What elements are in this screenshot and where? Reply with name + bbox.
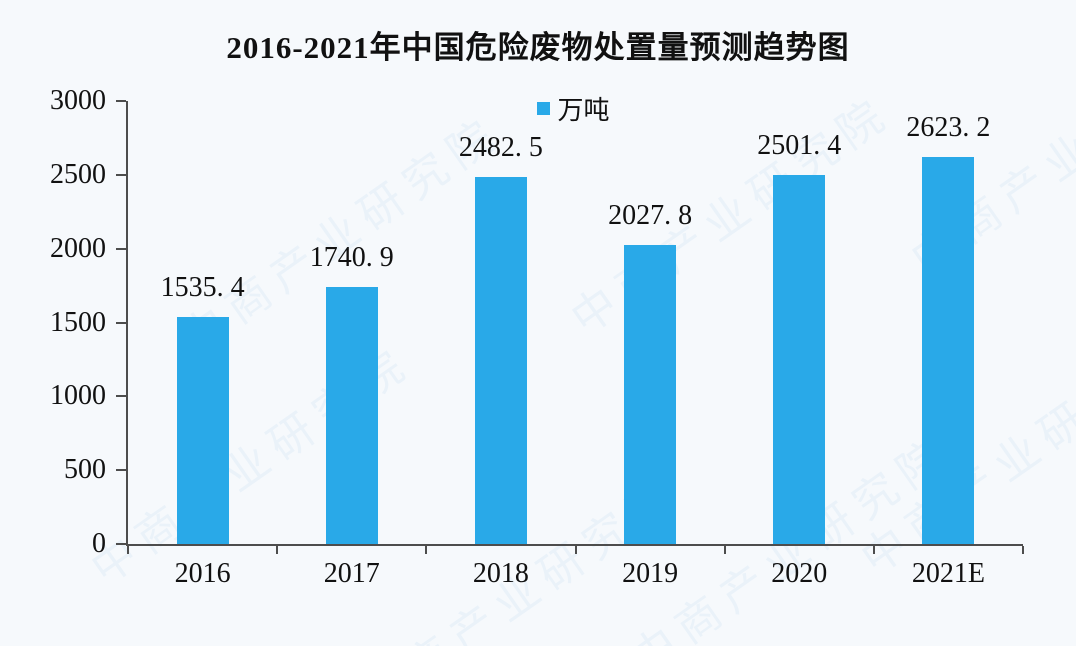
x-tick-mark <box>723 546 726 554</box>
x-tick-mark <box>574 546 577 554</box>
y-tick-label: 2500 <box>50 158 106 190</box>
y-tick-label: 500 <box>64 454 106 486</box>
legend-swatch-icon <box>537 102 551 115</box>
y-tick-mark <box>116 543 126 545</box>
x-category-label: 2021E <box>911 558 985 589</box>
y-tick-mark <box>116 395 126 398</box>
x-tick-mark <box>872 546 875 554</box>
x-category-label: 2020 <box>771 558 828 589</box>
y-tick-mark <box>116 321 126 324</box>
x-tick-mark <box>276 546 279 554</box>
bar-value-label: 1535. 4 <box>160 272 245 303</box>
bar-value-label: 2501. 4 <box>757 130 842 161</box>
bar-value-label: 2027. 8 <box>608 200 693 231</box>
x-tick-mark <box>425 546 428 554</box>
bar-2020 <box>773 175 826 544</box>
y-tick-label: 3000 <box>50 85 106 116</box>
bar-2021E <box>922 157 975 544</box>
y-tick-label: 0 <box>92 528 106 559</box>
y-tick-mark <box>116 469 126 472</box>
bar-value-label: 1740. 9 <box>309 242 394 273</box>
legend: 万吨 <box>126 90 1021 127</box>
bar-2017 <box>325 287 378 544</box>
bar-value-label: 2623. 2 <box>906 112 991 143</box>
y-tick-mark <box>116 173 126 176</box>
x-category-label: 2017 <box>323 558 380 589</box>
plot-area: 0 500 1000 1500 2000 2500 3000 1535. 4 2016 1740.… <box>50 87 1024 588</box>
y-tick-label: 1000 <box>50 380 106 412</box>
bar-2019 <box>624 245 677 544</box>
bar-2016 <box>176 317 229 544</box>
x-category-label: 2018 <box>472 558 529 589</box>
y-tick-label: 2000 <box>50 232 106 264</box>
chart-title: 2016-2021年中国危险废物处置量预测趋势图 <box>226 30 850 65</box>
bar-value-label: 2482. 5 <box>458 132 543 163</box>
x-category-label: 2016 <box>174 558 231 589</box>
x-category-label: 2019 <box>622 558 679 589</box>
y-tick-mark <box>116 100 126 102</box>
bar-2018 <box>474 177 527 544</box>
y-tick-mark <box>116 247 126 250</box>
x-tick-mark <box>1022 546 1024 554</box>
legend-label: 万吨 <box>557 95 610 125</box>
x-tick-mark <box>127 546 129 554</box>
y-tick-label: 1500 <box>50 306 106 338</box>
